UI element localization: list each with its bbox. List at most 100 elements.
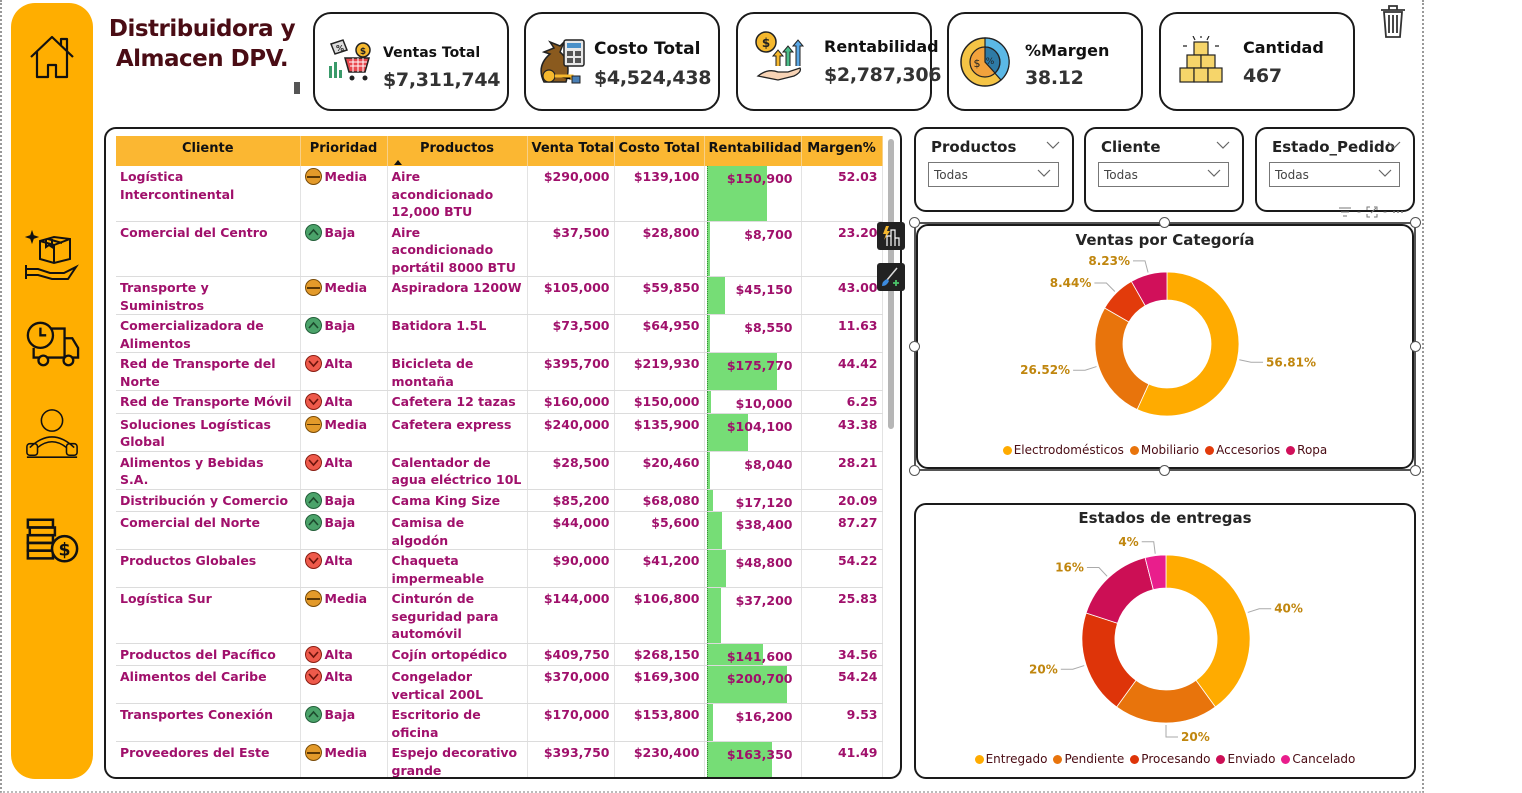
- resize-handle[interactable]: [1410, 341, 1421, 352]
- rentabilidad-value: $200,700: [726, 671, 793, 686]
- legend-label: Cancelado: [1292, 752, 1356, 766]
- priority-label: Alta: [324, 646, 353, 662]
- donut-slice-mobiliario[interactable]: [1094, 307, 1150, 411]
- table-row[interactable]: Alimentos y Bebidas S.A. Alta Calentador d…: [116, 451, 883, 490]
- kpi-card-ventas-total: % $ Ventas Total $7,311,744: [313, 12, 509, 111]
- table-row[interactable]: Logística Intercontinental Media Aire acon…: [116, 166, 883, 222]
- leader-line: [1086, 567, 1108, 577]
- table-row[interactable]: Soluciones Logísticas Global Media Cafeter…: [116, 413, 883, 452]
- data-label: 4%: [1118, 535, 1138, 549]
- more-options-icon[interactable]: [1392, 210, 1404, 214]
- nav-customers-button[interactable]: [24, 407, 80, 463]
- cell-cliente: Distribución y Comercio: [116, 489, 301, 512]
- table-row[interactable]: Logística Sur Media Cinturón de seguridad …: [116, 587, 883, 644]
- table-row[interactable]: Productos Globales Alta Chaqueta impermeab…: [116, 549, 883, 588]
- resize-handle[interactable]: [909, 341, 920, 352]
- leader-line: [1133, 260, 1149, 273]
- data-bar: [706, 451, 710, 489]
- paint-brush-icon: [882, 267, 899, 286]
- cell-cliente: Red de Transporte Móvil: [116, 390, 301, 414]
- nav-home-button[interactable]: [24, 29, 80, 85]
- table-row[interactable]: Distribución y Comercio Baja Cama King Siz…: [116, 489, 883, 512]
- legend-item[interactable]: Mobiliario: [1129, 443, 1199, 457]
- priority-label: Media: [324, 416, 368, 432]
- resize-handle[interactable]: [909, 217, 920, 228]
- nav-shipping-button[interactable]: [24, 317, 80, 373]
- table-row[interactable]: Red de Transporte Móvil Alta Cafetera 12 t…: [116, 390, 883, 414]
- data-bar: [706, 277, 725, 314]
- kpi-card-rentabilidad: $ Rentabilidad $2,787,306: [736, 12, 942, 111]
- donut-slice-entregado[interactable]: [1165, 554, 1251, 708]
- cell-costo: $230,400: [614, 741, 705, 777]
- slicer-value: Todas: [934, 168, 968, 182]
- table-row[interactable]: Productos del Pacífico Alta Cojín ortopédi…: [116, 643, 883, 666]
- table-row[interactable]: Alimentos del Caribe Alta Congelador verti…: [116, 665, 883, 704]
- filter-icon[interactable]: [1338, 207, 1352, 217]
- resize-handle[interactable]: [1159, 217, 1170, 228]
- priority-high-icon: [304, 393, 322, 410]
- table-row[interactable]: Transportes Conexión Baja Escritorio de of…: [116, 703, 883, 742]
- column-header[interactable]: Productos: [387, 136, 528, 166]
- slicer-dropdown[interactable]: Todas: [928, 162, 1059, 187]
- column-header[interactable]: Venta Total: [527, 136, 615, 166]
- resize-handle[interactable]: [1410, 217, 1421, 228]
- table-row[interactable]: Comercializadora de Alimentos Baja Batidor…: [116, 314, 883, 353]
- table-row[interactable]: Red de Transporte del Norte Alta Bicicleta…: [116, 352, 883, 391]
- column-header[interactable]: Margen%: [801, 136, 883, 166]
- donut-slice-electrodomésticos[interactable]: [1136, 271, 1240, 417]
- table-row[interactable]: Transporte y Suministros Media Aspiradora …: [116, 276, 883, 315]
- cell-costo: $41,200: [614, 549, 705, 588]
- slicer-dropdown[interactable]: Todas: [1269, 162, 1400, 187]
- legend-item[interactable]: Accesorios: [1205, 443, 1280, 457]
- cell-prioridad: Media: [300, 587, 388, 644]
- trash-icon[interactable]: [1378, 3, 1408, 39]
- focus-mode-icon[interactable]: [1366, 206, 1378, 218]
- chevron-down-icon[interactable]: [1046, 141, 1060, 149]
- leader-line: [1060, 665, 1085, 670]
- chevron-down-icon[interactable]: [1387, 141, 1401, 149]
- legend-item[interactable]: Pendiente: [1053, 752, 1124, 766]
- table-row[interactable]: Proveedores del Este Media Espejo decorati…: [116, 741, 883, 777]
- coins-icon: $: [26, 518, 79, 563]
- resize-handle[interactable]: [909, 465, 920, 476]
- chevron-down-icon[interactable]: [1216, 141, 1230, 149]
- legend-item[interactable]: Cancelado: [1281, 752, 1355, 766]
- priority-label: Media: [324, 169, 368, 184]
- legend-item[interactable]: Ropa: [1286, 443, 1327, 457]
- cell-prioridad: Alta: [300, 451, 388, 490]
- column-header[interactable]: Costo Total: [614, 136, 705, 166]
- format-visual-button[interactable]: [877, 263, 905, 291]
- column-header[interactable]: Rentabilidad: [704, 136, 802, 166]
- slicer-dropdown[interactable]: Todas: [1098, 162, 1229, 187]
- legend-item[interactable]: Electrodomésticos: [1002, 443, 1124, 457]
- priority-high-icon: [304, 645, 322, 663]
- nav-products-button[interactable]: [24, 229, 80, 285]
- cell-rentabilidad: $8,040: [704, 451, 802, 490]
- data-bar: [706, 742, 773, 777]
- leader-line: [1165, 725, 1178, 738]
- cell-margen: 9.53: [801, 703, 883, 742]
- legend-item[interactable]: Procesando: [1130, 752, 1210, 766]
- column-header[interactable]: Cliente: [116, 136, 301, 166]
- donut-slice-cancelado[interactable]: [1144, 554, 1167, 591]
- legend-item[interactable]: Enviado: [1216, 752, 1275, 766]
- cell-producto: Cama King Size: [387, 489, 528, 512]
- donut-chart-svg: 56.81% 26.52% 8.44% 8.23%: [1020, 254, 1316, 417]
- data-bar: [706, 315, 710, 352]
- table-row[interactable]: Comercial del Norte Baja Camisa de algodón…: [116, 511, 883, 550]
- cell-margen: 52.03: [801, 166, 883, 222]
- legend-label: Procesando: [1141, 752, 1211, 766]
- quick-insights-button[interactable]: [877, 222, 905, 250]
- nav-finance-button[interactable]: $: [24, 513, 80, 569]
- resize-handle[interactable]: [1159, 465, 1170, 476]
- column-header[interactable]: Prioridad: [300, 136, 388, 166]
- donut-slice-ropa[interactable]: [1130, 271, 1168, 307]
- table-row[interactable]: Comercial del Centro Baja Aire acondiciona…: [116, 221, 883, 277]
- leader-line: [1073, 366, 1097, 371]
- cell-cliente: Red de Transporte del Norte: [116, 352, 301, 391]
- shopping-cart-icon: % $: [329, 39, 371, 81]
- cell-rentabilidad: $16,200: [704, 703, 802, 742]
- data-label: 16%: [1055, 561, 1084, 575]
- resize-handle[interactable]: [1410, 465, 1421, 476]
- legend-item[interactable]: Entregado: [974, 752, 1047, 766]
